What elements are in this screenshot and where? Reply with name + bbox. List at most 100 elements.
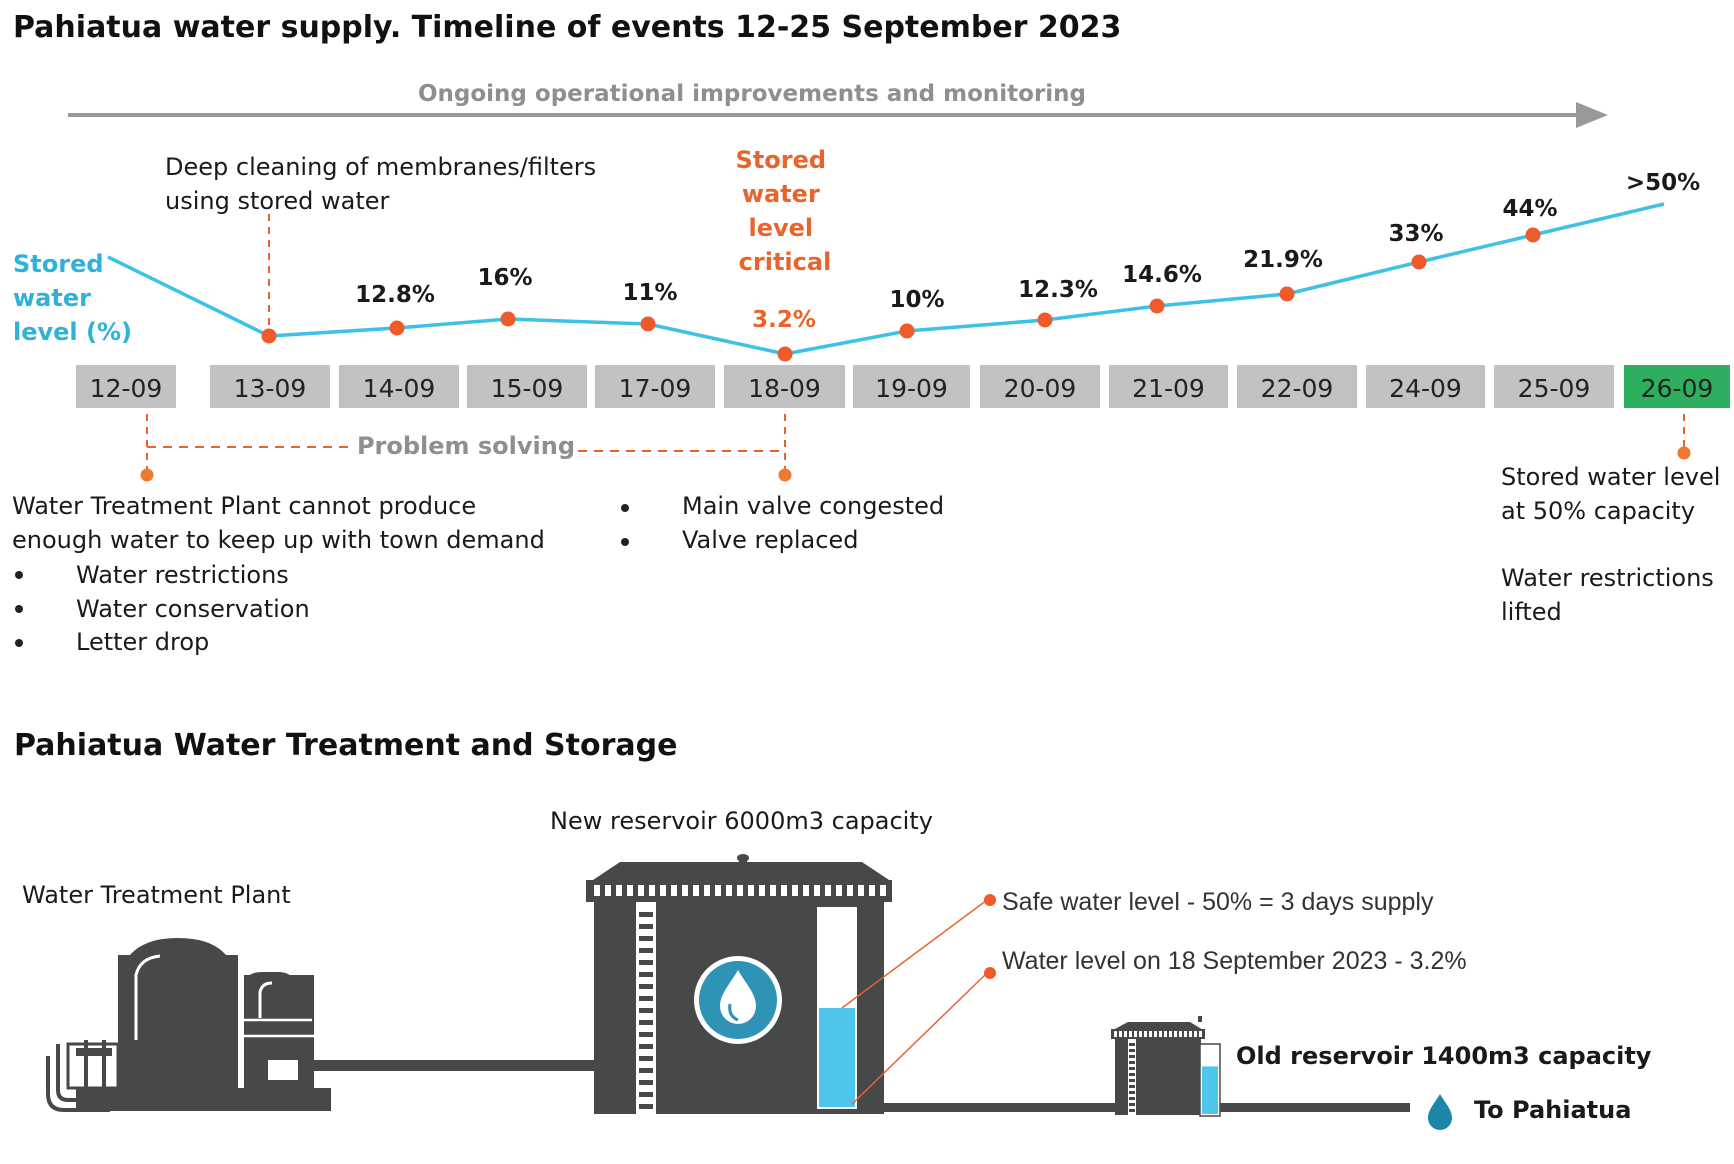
rail-slot (836, 885, 842, 896)
old-reservoir-water-level (1202, 1066, 1218, 1114)
final-note: Stored water level at 50% capacity Water… (1501, 463, 1728, 626)
rail-slot (671, 885, 677, 896)
date-box (467, 365, 587, 408)
date-tick-label: 19-09 (875, 374, 948, 403)
date-box-highlight (1624, 365, 1730, 408)
bullet-icon (15, 605, 23, 613)
ladder-rung (639, 984, 653, 989)
old-reservoir-ladder (1129, 1043, 1135, 1112)
problem-solving-label: Problem solving (357, 432, 575, 460)
date-box (1366, 365, 1485, 408)
ladder-rung (639, 1080, 653, 1085)
data-label: 44% (1502, 196, 1557, 222)
ps-dot-right (778, 468, 792, 482)
rail-slot (1194, 1031, 1197, 1037)
ladder-rung (639, 960, 653, 965)
rail-slot (1114, 1031, 1117, 1037)
new-reservoir-label: New reservoir 6000m3 capacity (550, 807, 933, 835)
date-tick-label: 12-09 (90, 374, 163, 403)
date-tick-label: 18-09 (748, 374, 821, 403)
date-tick-label: 25-09 (1518, 374, 1591, 403)
old-reservoir-label: Old reservoir 1400m3 capacity (1236, 1042, 1652, 1070)
rail-slot (605, 885, 611, 896)
level-marker (777, 346, 793, 362)
level-markers (261, 227, 1541, 362)
rail-slot (847, 885, 853, 896)
ladder-rung (639, 972, 653, 977)
treatment-plant-icon (46, 938, 331, 1112)
data-label: 16% (477, 265, 532, 291)
ladder-rung (1129, 1085, 1135, 1088)
safe-level-leader (841, 899, 988, 1009)
ladder-rung (1129, 1097, 1135, 1100)
rail-slot (1129, 1031, 1132, 1037)
level-18sep-note: Water level on 18 September 2023 - 3.2% (1002, 947, 1467, 975)
level-marker (899, 323, 915, 339)
ladder-rung (1129, 1049, 1135, 1052)
ladder-rung (1129, 1073, 1135, 1076)
rail-slot (770, 885, 776, 896)
rail-slot (1144, 1031, 1147, 1037)
bullet-icon (15, 639, 23, 647)
data-label: 33% (1388, 221, 1443, 247)
ladder-rung (639, 996, 653, 1001)
rail-slot (1139, 1031, 1142, 1037)
rail-slot (649, 885, 655, 896)
ladder-rung (639, 1044, 653, 1049)
date-box (76, 365, 176, 408)
banner-arrow-head (1576, 102, 1608, 128)
rail-slot (869, 885, 875, 896)
date-tick-label: 21-09 (1132, 374, 1205, 403)
date-tick-label: 14-09 (363, 374, 436, 403)
ladder-rung (1129, 1055, 1135, 1058)
date-box (210, 365, 330, 408)
date-box (1109, 365, 1228, 408)
wtp-bullet-list: Water restrictions Water conservation Le… (15, 561, 310, 656)
level-marker (500, 311, 516, 327)
ladder-rung (639, 948, 653, 953)
list-item: Water conservation (76, 595, 310, 623)
date-box (853, 365, 970, 408)
bullet-icon (621, 538, 629, 546)
level-18sep-dot (984, 967, 996, 979)
bullet-icon (621, 504, 629, 512)
date-box (1237, 365, 1357, 408)
level-value-labels: 12.8% 16% 11% 3.2% 10% 12.3% 14.6% 21.9% 33% 44% >… (355, 170, 1700, 333)
date-tick-label: 17-09 (619, 374, 692, 403)
rail-slot (1179, 1031, 1182, 1037)
old-reservoir-icon (1111, 1016, 1221, 1117)
date-box (1494, 365, 1614, 408)
pipe-plant-to-new (310, 1060, 600, 1071)
bullet-icon (15, 571, 23, 579)
rail-slot (627, 885, 633, 896)
rail-slot (1154, 1031, 1157, 1037)
rail-slot (803, 885, 809, 896)
ladder-rung (1129, 1091, 1135, 1094)
rail-slot (792, 885, 798, 896)
list-item: Valve replaced (682, 526, 858, 554)
critical-note: Stored water level critical (736, 146, 835, 276)
level-marker (1411, 254, 1427, 270)
rail-slot (1149, 1031, 1152, 1037)
level-marker (1149, 298, 1165, 314)
ladder-rung (1129, 1061, 1135, 1064)
ladder-rung (639, 1068, 653, 1073)
date-tick-label: 20-09 (1004, 374, 1077, 403)
safe-level-dot (984, 894, 996, 906)
date-tick-label: 22-09 (1261, 374, 1334, 403)
level-marker (640, 316, 656, 332)
ladder-rung (639, 1092, 653, 1097)
date-box (980, 365, 1100, 408)
rail-slot (1159, 1031, 1162, 1037)
valve-bullet-list: Main valve congested Valve replaced (621, 492, 944, 554)
pipe-old-to-town (1195, 1103, 1410, 1112)
rail-slot (858, 885, 864, 896)
data-label: 21.9% (1243, 247, 1323, 273)
pipe-new-to-old (880, 1103, 1120, 1112)
ladder-rung (1129, 1109, 1135, 1112)
page-title: Pahiatua water supply. Timeline of event… (13, 10, 1121, 45)
rail-slot (1184, 1031, 1187, 1037)
rail-slot (638, 885, 644, 896)
ps-dot-left (140, 468, 154, 482)
